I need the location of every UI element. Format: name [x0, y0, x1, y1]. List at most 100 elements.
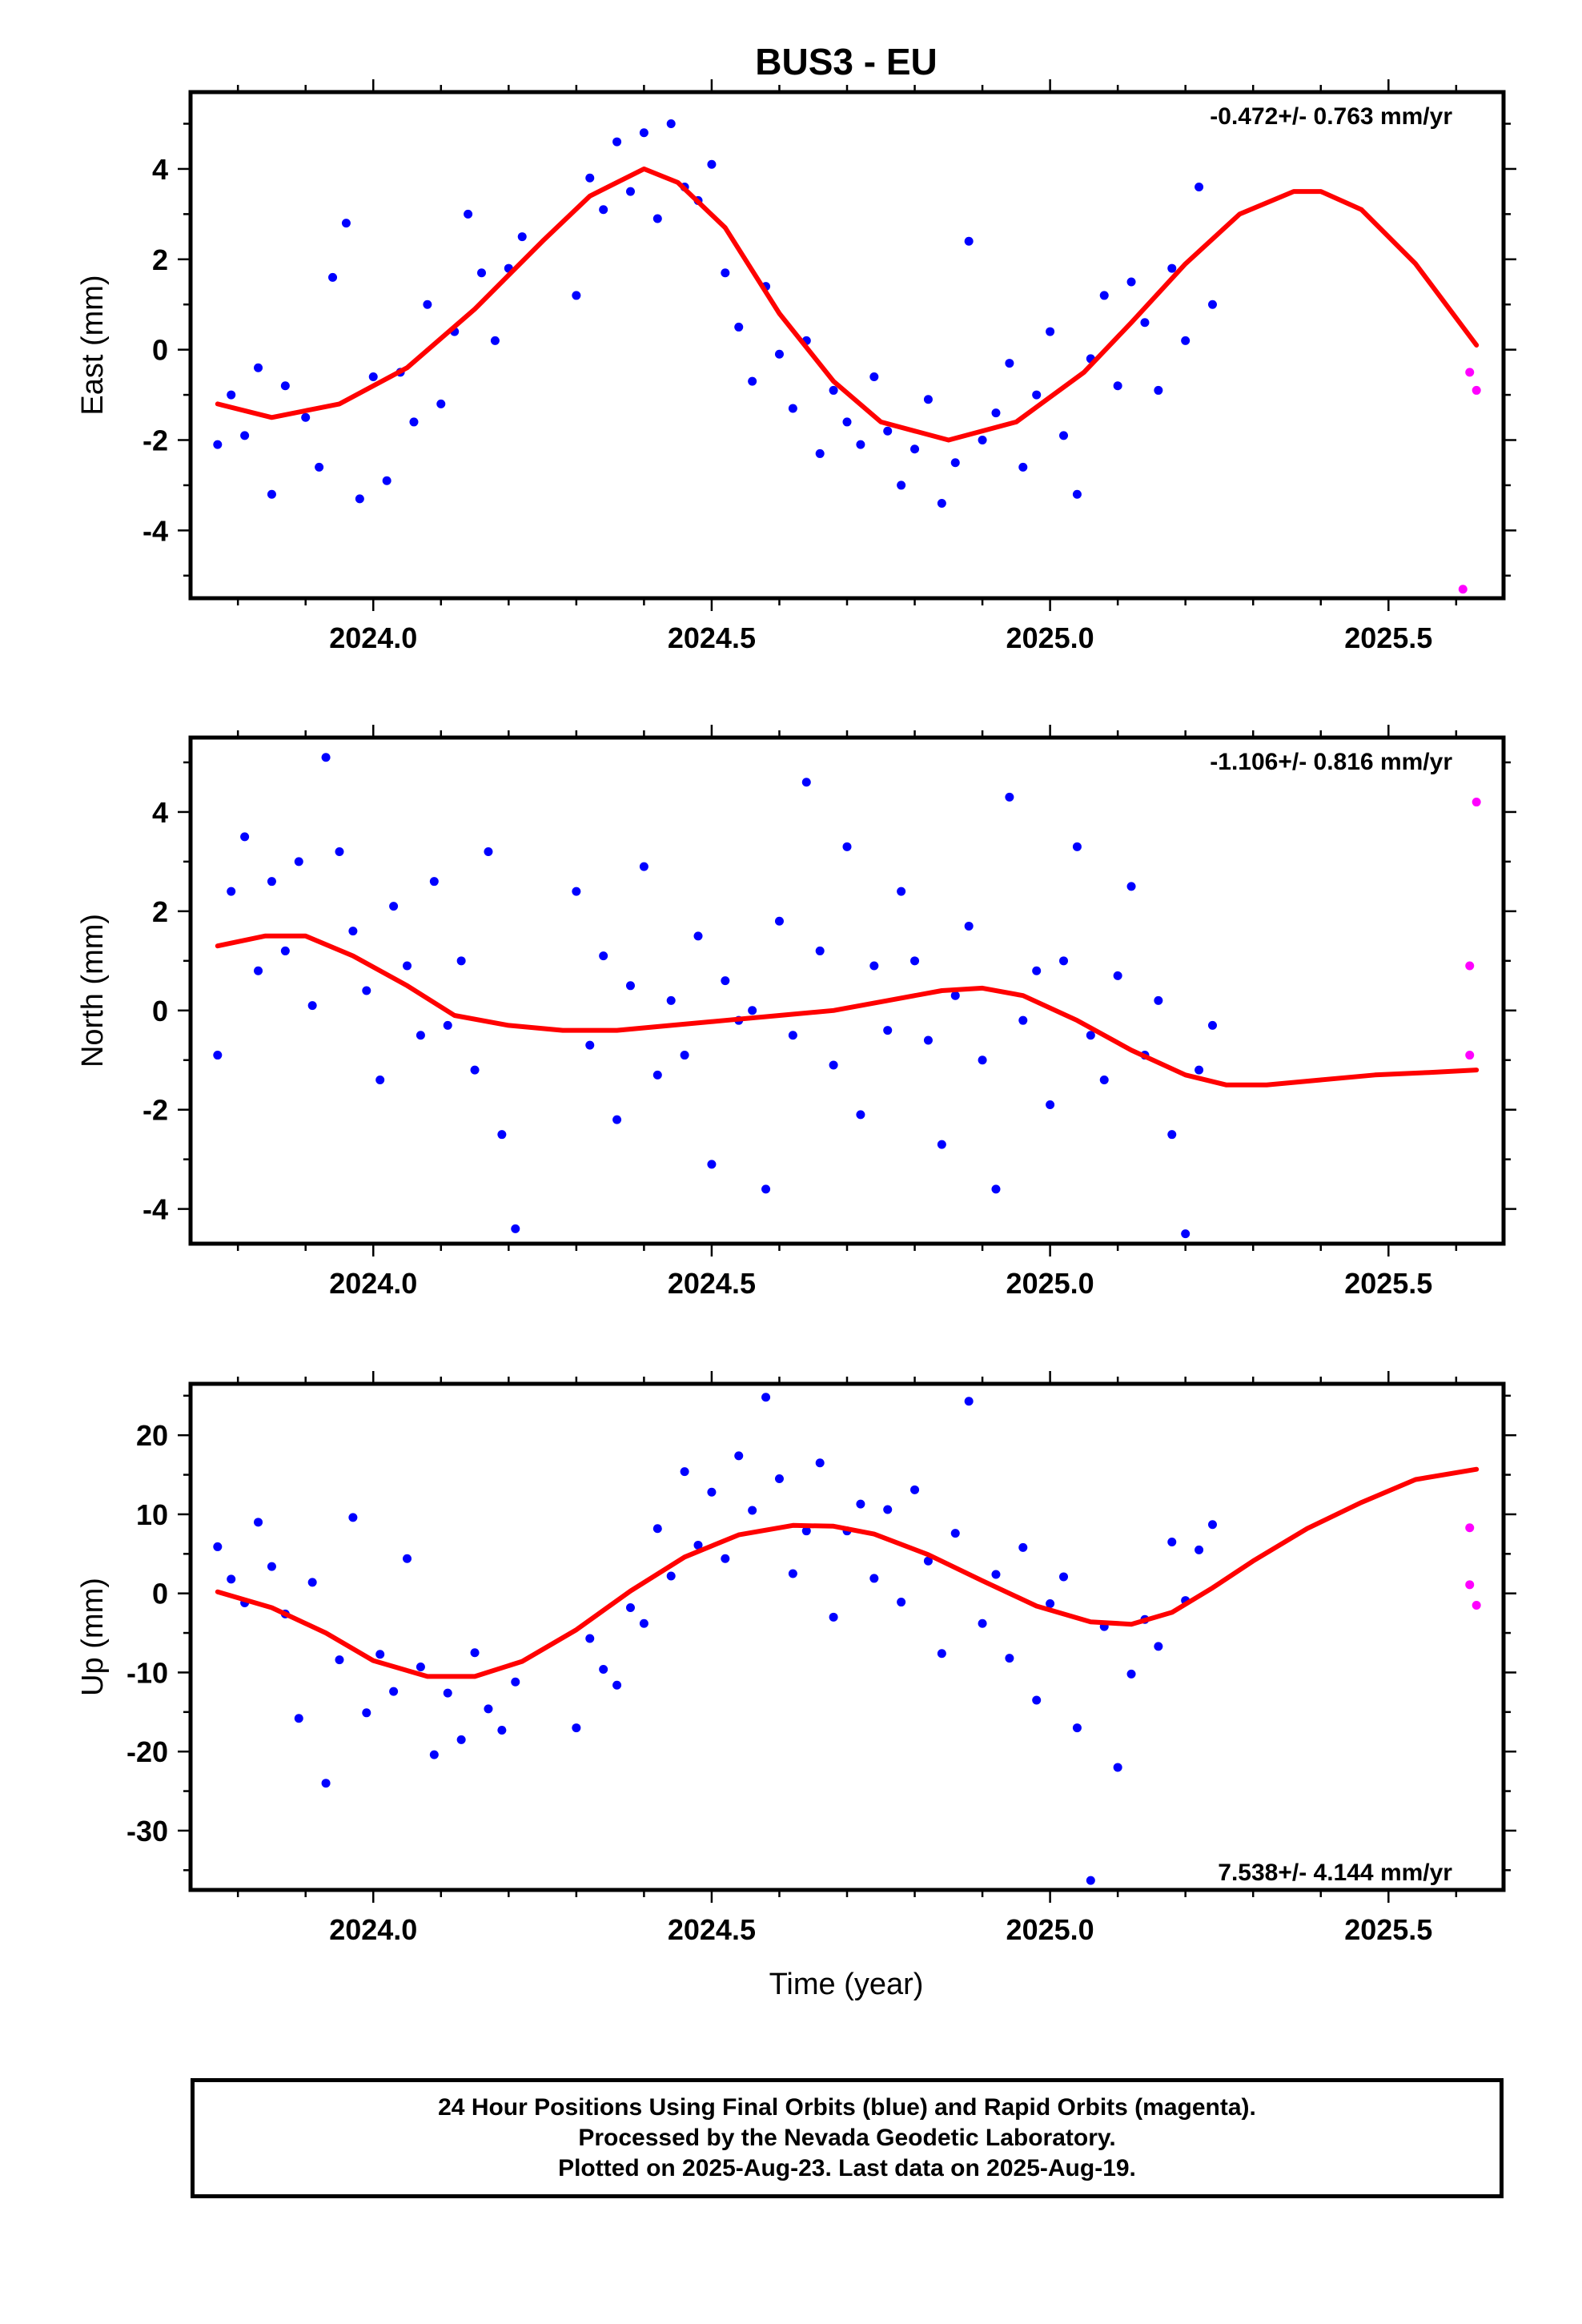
east-panel: 2024.0 2024.5 2025.0 2025.5 -4 -2 0 2 4 East (mm)…	[76, 79, 1516, 654]
east-final-orbit-point	[869, 372, 879, 381]
north-panel: 2024.0 2024.5 2025.0 2025.5 -4 -2 0 2 4 North (mm…	[76, 725, 1516, 1300]
east-final-orbit-point	[1126, 277, 1136, 287]
up-x-tick-label: 2024.0	[329, 1913, 417, 1946]
up-final-orbit-point	[639, 1618, 648, 1628]
east-final-orbit-point	[409, 417, 419, 427]
east-x-tick-label: 2025.5	[1344, 621, 1432, 654]
up-rate-label: 7.538+/- 4.144 mm/yr	[1218, 1860, 1452, 1886]
up-final-orbit-point	[321, 1779, 331, 1788]
north-final-orbit-point	[639, 862, 648, 871]
north-y-tick-label: -2	[143, 1094, 168, 1127]
east-final-orbit-point	[897, 480, 906, 490]
north-rate-label: -1.106+/- 0.816 mm/yr	[1210, 749, 1452, 775]
north-final-orbit-point	[294, 857, 303, 866]
north-final-orbit-point	[1126, 882, 1136, 891]
east-x-tick-label: 2025.0	[1006, 621, 1094, 654]
up-x-ticks	[236, 1371, 1458, 1903]
north-plot-frame	[188, 735, 1506, 1246]
plot-title: BUS3 - EU	[755, 41, 937, 82]
north-final-orbit-point	[788, 1031, 797, 1040]
up-final-orbit-point	[1059, 1572, 1069, 1582]
east-final-orbit-point	[639, 128, 648, 138]
east-final-orbit-point	[910, 444, 920, 454]
north-final-orbit-point	[761, 1184, 771, 1194]
north-final-orbit-point	[403, 961, 412, 971]
east-final-orbit-point	[464, 209, 473, 219]
east-final-orbit-point	[829, 385, 838, 395]
east-final-orbit-point	[585, 173, 595, 183]
up-final-orbit-point	[652, 1524, 662, 1534]
east-final-orbit-point	[572, 291, 581, 300]
up-final-orbit-point	[937, 1649, 946, 1659]
north-final-orbit-point	[470, 1065, 480, 1075]
up-final-orbit-point	[1195, 1545, 1204, 1554]
up-final-orbit-point	[1126, 1669, 1136, 1679]
up-final-orbit-point	[470, 1648, 480, 1658]
north-final-orbit-point	[240, 832, 250, 842]
north-final-orbit-point	[666, 995, 676, 1005]
north-rapid-orbit-point	[1465, 1051, 1475, 1060]
east-x-tick-label: 2024.5	[668, 621, 756, 654]
north-rapid-orbit-point	[1465, 961, 1475, 971]
north-final-orbit-point	[869, 961, 879, 971]
east-final-orbit-point	[1046, 327, 1055, 336]
east-final-orbit-point	[1207, 300, 1217, 309]
north-final-orbit-point	[978, 1055, 987, 1065]
east-final-orbit-point	[1018, 462, 1028, 472]
up-final-orbit-point	[497, 1726, 507, 1735]
up-final-orbit-point	[748, 1506, 757, 1515]
east-y-tick-label: 4	[152, 153, 168, 186]
east-final-orbit-point	[599, 205, 608, 215]
north-final-orbit-point	[774, 916, 784, 926]
east-final-orbit-point	[1154, 385, 1163, 395]
up-y-axis-label: Up (mm)	[76, 1578, 110, 1696]
north-final-orbit-point	[585, 1040, 595, 1050]
north-final-orbit-point	[1167, 1130, 1177, 1140]
north-final-orbit-point	[389, 902, 399, 911]
up-final-orbit-point	[213, 1542, 223, 1551]
up-final-orbit-point	[585, 1634, 595, 1643]
east-plot-frame	[188, 90, 1506, 601]
north-final-orbit-point	[307, 1001, 317, 1011]
up-final-orbit-point	[599, 1664, 608, 1674]
east-y-tick-label: -4	[143, 514, 168, 547]
east-final-orbit-point	[355, 494, 364, 504]
north-final-orbit-point	[842, 842, 852, 851]
east-final-orbit-point	[612, 137, 622, 147]
north-final-orbit-point	[801, 778, 811, 787]
up-final-orbit-point	[403, 1554, 412, 1563]
up-rapid-orbit-point	[1472, 1601, 1481, 1610]
north-y-axis-label: North (mm)	[76, 914, 110, 1068]
east-rapid-orbit-point	[1472, 385, 1481, 395]
up-x-tick-label: 2024.5	[668, 1913, 756, 1946]
north-final-orbit-point	[815, 946, 825, 955]
east-final-orbit-point	[315, 462, 324, 472]
north-final-orbit-point	[883, 1026, 893, 1035]
east-y-tick-label: -2	[143, 424, 168, 457]
east-final-orbit-point	[341, 219, 351, 228]
east-final-orbit-point	[1059, 431, 1069, 440]
north-final-orbit-point	[443, 1020, 452, 1030]
up-final-orbit-point	[294, 1714, 303, 1723]
up-y-tick-label: -20	[126, 1735, 168, 1768]
north-final-orbit-point	[1046, 1100, 1055, 1110]
north-final-orbit-point	[910, 956, 920, 966]
east-final-orbit-point	[978, 436, 987, 444]
x-axis-label: Time (year)	[769, 1968, 924, 2001]
north-final-orbit-point	[707, 1160, 717, 1169]
up-final-orbit-point	[923, 1556, 933, 1566]
east-y-tick-label: 0	[152, 334, 168, 367]
up-final-orbit-point	[227, 1574, 236, 1584]
north-model-fit-line	[215, 933, 1480, 1088]
up-y-ticks	[178, 1394, 1516, 1872]
north-final-orbit-point	[429, 877, 439, 887]
up-final-orbit-point	[1018, 1542, 1028, 1552]
east-final-orbit-point	[301, 412, 311, 422]
up-final-orbit-point	[254, 1518, 263, 1527]
up-final-orbit-point	[964, 1397, 974, 1406]
east-y-ticks	[178, 123, 1516, 577]
up-plot-frame	[188, 1381, 1506, 1892]
north-final-orbit-point	[321, 753, 331, 762]
north-final-orbit-point	[375, 1076, 385, 1085]
north-y-tick-label: 4	[152, 796, 168, 829]
